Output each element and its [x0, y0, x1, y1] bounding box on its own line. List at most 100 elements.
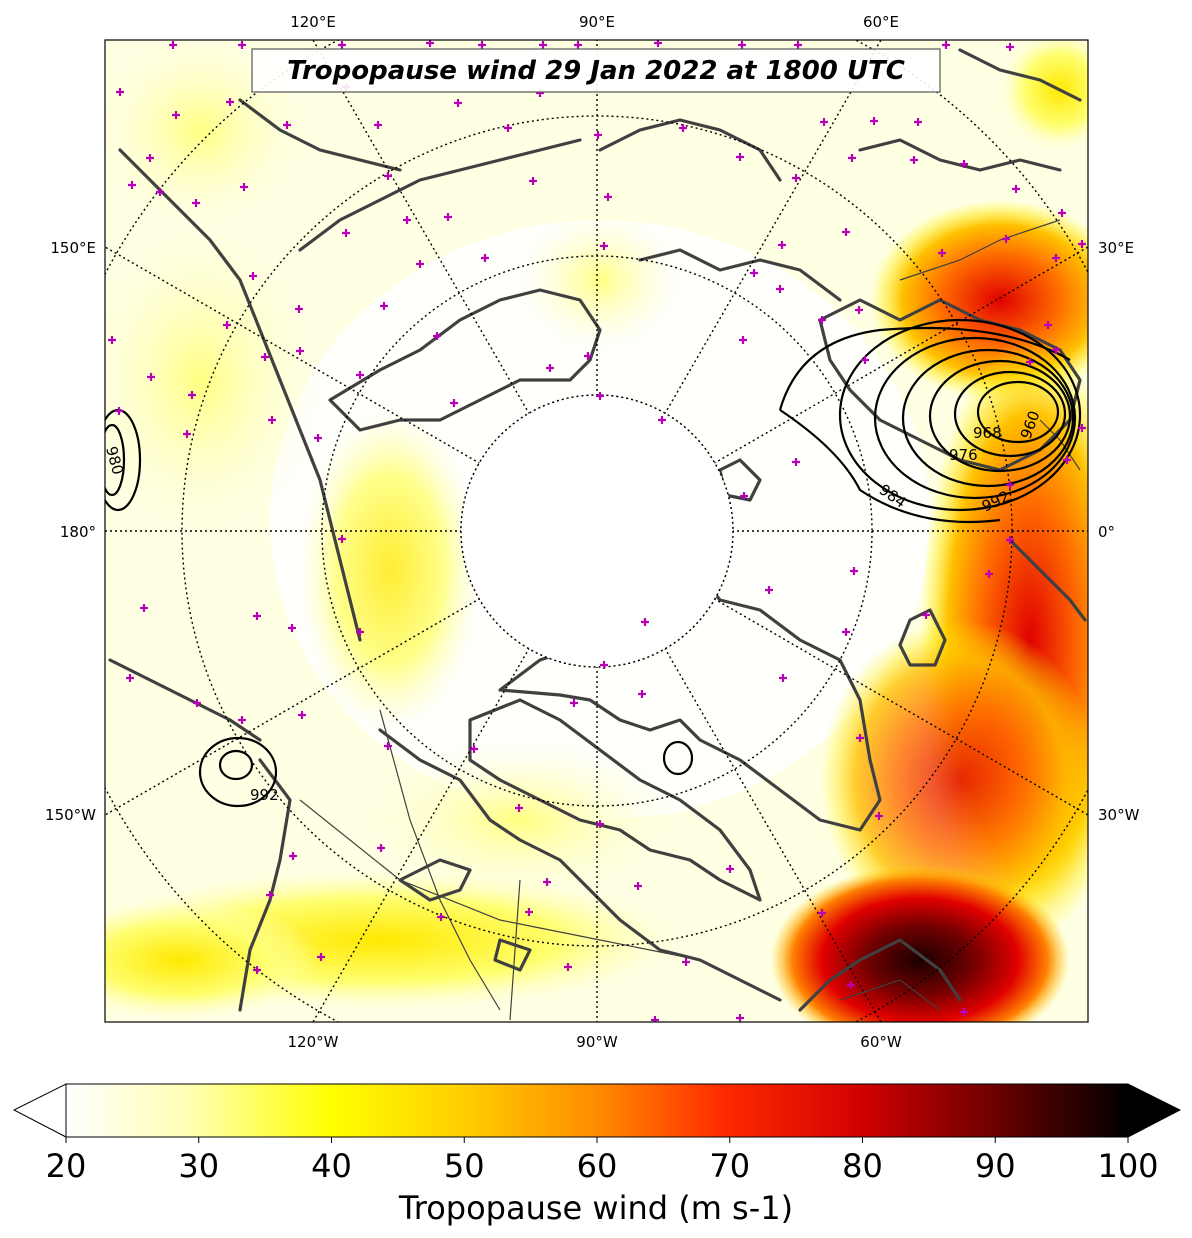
- station-marker: [564, 963, 572, 971]
- colorbar-tick-label: 60: [577, 1147, 618, 1185]
- station-marker: [1026, 358, 1034, 366]
- station-marker: [380, 302, 388, 310]
- station-marker: [922, 611, 930, 619]
- station-marker: [416, 260, 424, 268]
- station-marker: [478, 41, 486, 49]
- station-marker: [938, 249, 946, 257]
- station-marker: [792, 174, 800, 182]
- lon-label-left-150e: 150°E: [50, 239, 96, 257]
- station-marker: [515, 804, 523, 812]
- station-marker: [295, 305, 303, 313]
- station-marker: [193, 699, 201, 707]
- station-marker: [1006, 43, 1014, 51]
- station-marker: [792, 458, 800, 466]
- lon-label-right-0: 0°: [1098, 523, 1115, 541]
- political-borders: [299, 219, 1081, 1021]
- contour-label-992-west: 992: [250, 786, 279, 804]
- station-marker: [338, 41, 346, 49]
- station-marker: [546, 364, 554, 372]
- station-marker: [147, 373, 155, 381]
- colorbar-label: Tropopause wind (m s-1): [398, 1189, 793, 1227]
- station-marker: [842, 628, 850, 636]
- station-marker: [128, 181, 136, 189]
- station-marker: [570, 699, 578, 707]
- station-marker: [1052, 254, 1060, 262]
- station-marker: [253, 612, 261, 620]
- station-marker: [910, 156, 918, 164]
- station-marker: [298, 711, 306, 719]
- station-marker: [738, 41, 746, 49]
- title-box: Tropopause wind 29 Jan 2022 at 1800 UTC: [251, 48, 941, 93]
- station-marker: [433, 332, 441, 340]
- colorbar-extend-min: [12, 1083, 67, 1138]
- station-marker: [818, 316, 826, 324]
- station-marker: [192, 199, 200, 207]
- station-marker: [115, 407, 123, 415]
- station-marker: [116, 88, 124, 96]
- station-marker: [384, 172, 392, 180]
- station-marker: [169, 41, 177, 49]
- station-marker: [1006, 481, 1014, 489]
- station-marker: [736, 153, 744, 161]
- station-marker: [651, 1016, 659, 1022]
- station-marker: [481, 254, 489, 262]
- station-marker: [283, 121, 291, 129]
- station-marker: [504, 124, 512, 132]
- station-marker: [779, 674, 787, 682]
- station-marker: [1002, 235, 1010, 243]
- station-marker: [740, 492, 748, 500]
- station-marker: [223, 321, 231, 329]
- colorbar-tick-label: 90: [975, 1147, 1016, 1185]
- lon-label-top-90e: 90°E: [579, 13, 615, 31]
- station-marker: [870, 117, 878, 125]
- station-marker: [444, 213, 452, 221]
- station-marker: [183, 430, 191, 438]
- station-marker: [600, 661, 608, 669]
- station-marker: [543, 878, 551, 886]
- station-marker: [776, 285, 784, 293]
- lon-label-bottom-120w: 120°W: [288, 1033, 339, 1051]
- colorbar-tick-label: 80: [842, 1147, 883, 1185]
- station-marker: [377, 844, 385, 852]
- station-marker: [338, 535, 346, 543]
- station-marker: [261, 353, 269, 361]
- station-marker: [1006, 536, 1014, 544]
- station-marker: [875, 812, 883, 820]
- contour-label-976: 976: [949, 446, 978, 464]
- lon-label-right-30w: 30°W: [1098, 806, 1140, 824]
- station-marker: [765, 586, 773, 594]
- station-marker: [384, 742, 392, 750]
- station-marker: [726, 865, 734, 873]
- station-marker: [584, 352, 592, 360]
- station-marker: [596, 392, 604, 400]
- colorbar-tick-label: 20: [46, 1147, 87, 1185]
- colorbar-extend-max: [1127, 1083, 1182, 1138]
- station-marker: [861, 356, 869, 364]
- station-marker: [847, 981, 855, 989]
- station-marker: [1044, 321, 1052, 329]
- station-marker: [240, 183, 248, 191]
- station-marker: [914, 118, 922, 126]
- station-marker: [1078, 424, 1086, 432]
- station-marker: [437, 913, 445, 921]
- station-marker: [188, 391, 196, 399]
- station-marker: [249, 272, 257, 280]
- station-marker: [641, 618, 649, 626]
- station-marker: [156, 188, 164, 196]
- station-marker: [604, 193, 612, 201]
- station-marker: [679, 124, 687, 132]
- station-marker: [172, 111, 180, 119]
- station-marker: [314, 434, 322, 442]
- station-marker: [739, 336, 747, 344]
- station-marker: [1012, 185, 1020, 193]
- lon-label-bottom-60w: 60°W: [860, 1033, 902, 1051]
- colorbar-tick-label: 100: [1097, 1147, 1158, 1185]
- station-marker: [356, 371, 364, 379]
- station-marker: [539, 41, 547, 49]
- map-title: Tropopause wind 29 Jan 2022 at 1800 UTC: [287, 56, 905, 86]
- longitude-labels: 120°E 90°E 60°E 120°W 90°W 60°W 150°E 18…: [45, 13, 1140, 1051]
- station-marker: [638, 690, 646, 698]
- lon-label-right-30e: 30°E: [1098, 239, 1134, 257]
- station-marker: [596, 820, 604, 828]
- station-marker: [960, 1008, 968, 1016]
